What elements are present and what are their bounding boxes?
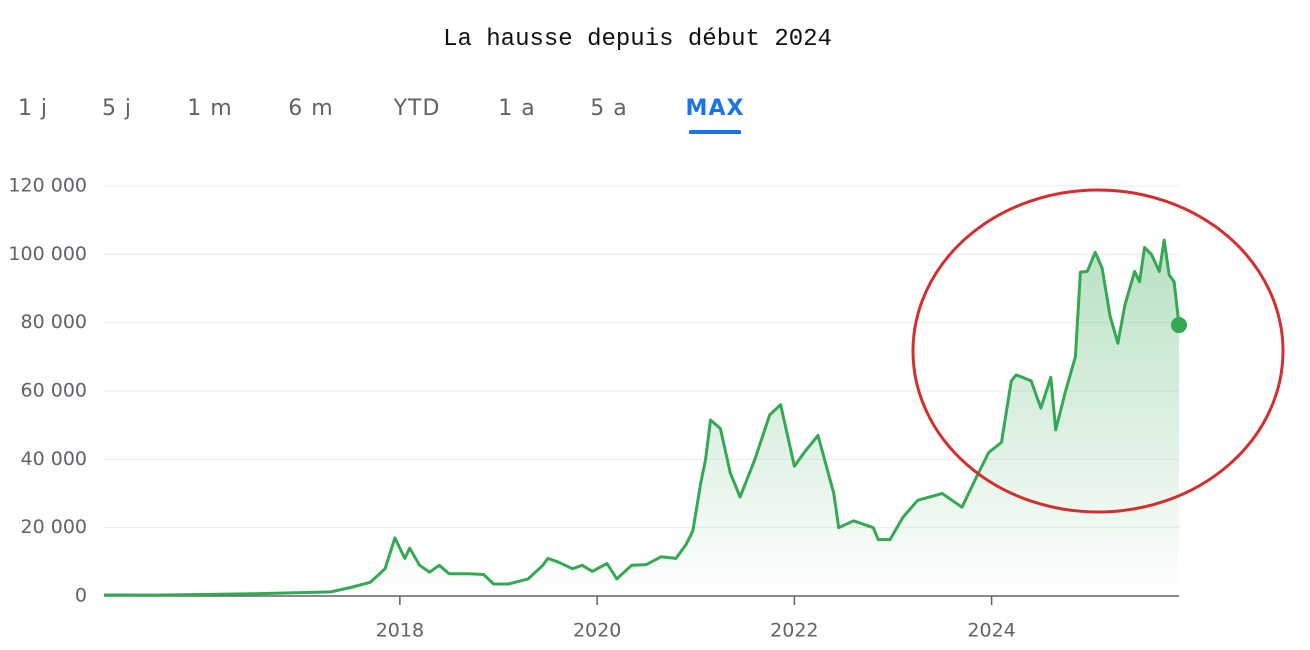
y-tick-label: 60 000 [21,380,87,402]
chart-title: La hausse depuis début 2024 [443,26,832,53]
tab-underline [689,130,741,134]
y-tick-label: 40 000 [21,448,87,470]
y-tick-label: 80 000 [21,311,87,333]
range-tab[interactable]: 5 j [101,96,133,121]
highlight-circle [911,188,1285,514]
last-point [1171,317,1187,334]
line [103,238,1181,597]
x-tick-label: 2020 [573,620,621,642]
y-tick-label: 100 000 [8,243,87,265]
range-tab[interactable]: 1 j [17,96,49,121]
range-tab[interactable]: 6 m [288,96,334,121]
range-tab[interactable]: YTD [393,96,441,121]
range-tab[interactable]: 5 a [590,96,628,121]
range-tab[interactable]: 1 m [187,96,233,121]
range-tabs: 1 j 5 j 1 m 6 m YTD 1 a 5 a MAX [0,96,800,136]
y-tick-label: 20 000 [21,516,87,538]
y-tick-label: 120 000 [8,175,87,197]
x-tick-label: 2018 [376,620,424,642]
x-tick-label: 2022 [770,620,818,642]
y-tick-label: 0 [75,585,87,607]
x-tick-label: 2024 [967,620,1015,642]
range-tab[interactable]: MAX [685,96,745,121]
range-tab[interactable]: 1 a [498,96,536,121]
area [104,240,1179,596]
plot: 0 20 000 40 000 60 000 80 000 100 000 120 000 2… [8,175,1187,642]
